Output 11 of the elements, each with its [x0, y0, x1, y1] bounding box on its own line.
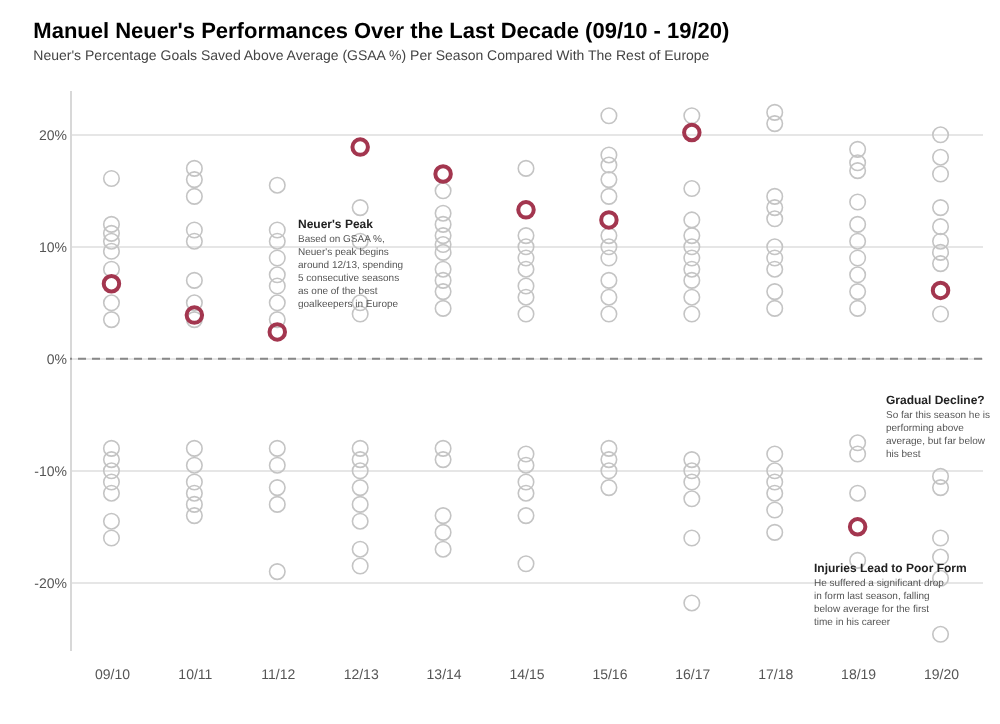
point: [184, 305, 205, 325]
point: [930, 280, 951, 301]
point: [516, 200, 536, 220]
point: [350, 137, 370, 157]
point: [267, 322, 288, 342]
point: [433, 164, 453, 184]
chart-title: Manuel Neuer's Performances Over the Last Decade (09/10 - 19/20): [33, 20, 731, 44]
point: [682, 122, 702, 143]
point: [101, 274, 122, 294]
point: [847, 517, 868, 537]
point: [599, 210, 619, 230]
